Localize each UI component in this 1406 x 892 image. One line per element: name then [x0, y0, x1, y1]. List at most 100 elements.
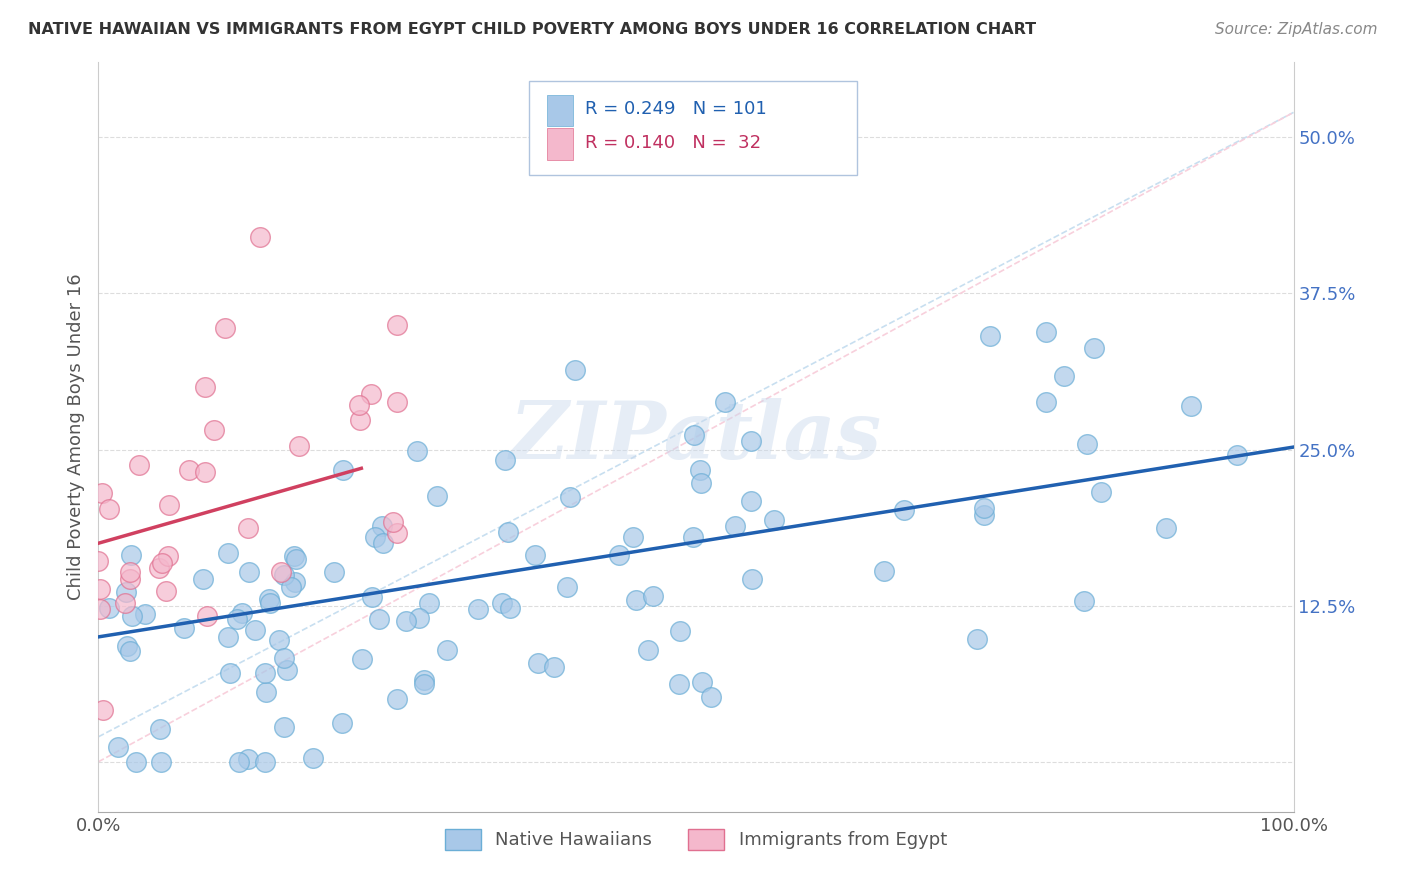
Point	[1226, 448, 1249, 462]
Point	[973, 501, 995, 516]
Point	[236, 521, 259, 535]
Point	[491, 596, 513, 610]
Point	[107, 739, 129, 754]
Point	[1035, 395, 1057, 409]
Point	[371, 519, 394, 533]
Point	[91, 703, 114, 717]
Point	[1090, 484, 1112, 499]
Text: Source: ZipAtlas.com: Source: ZipAtlas.com	[1215, 22, 1378, 37]
Point	[285, 552, 308, 566]
Point	[740, 493, 762, 508]
Point	[385, 318, 409, 332]
Point	[523, 548, 546, 562]
Point	[243, 623, 266, 637]
Point	[225, 612, 247, 626]
FancyBboxPatch shape	[547, 95, 572, 126]
Point	[979, 328, 1001, 343]
Point	[148, 561, 170, 575]
Point	[1180, 399, 1202, 413]
Point	[228, 755, 250, 769]
Y-axis label: Child Poverty Among Boys Under 16: Child Poverty Among Boys Under 16	[66, 274, 84, 600]
Point	[385, 525, 409, 540]
Point	[249, 230, 271, 244]
Point	[273, 568, 295, 582]
FancyBboxPatch shape	[529, 81, 858, 175]
Point	[762, 513, 785, 527]
Point	[413, 673, 436, 687]
Point	[217, 546, 239, 560]
Point	[381, 516, 404, 530]
Point	[385, 395, 409, 409]
Point	[149, 722, 172, 736]
Point	[177, 463, 200, 477]
FancyBboxPatch shape	[547, 128, 572, 160]
Point	[700, 690, 723, 705]
Point	[89, 602, 111, 616]
Point	[350, 652, 373, 666]
Point	[114, 596, 136, 610]
Point	[1083, 342, 1105, 356]
Point	[527, 656, 550, 670]
Point	[214, 320, 236, 334]
Point	[128, 458, 150, 472]
Point	[714, 395, 737, 409]
Point	[91, 485, 114, 500]
Point	[405, 443, 427, 458]
Point	[173, 621, 195, 635]
Point	[364, 530, 387, 544]
Point	[408, 610, 430, 624]
Point	[564, 363, 586, 377]
Point	[323, 565, 346, 579]
Point	[332, 716, 354, 731]
Point	[120, 548, 142, 562]
Point	[641, 589, 664, 603]
Point	[724, 519, 747, 533]
Point	[231, 606, 253, 620]
Point	[332, 463, 354, 477]
Point	[150, 556, 173, 570]
Point	[395, 614, 418, 628]
Point	[202, 423, 225, 437]
Point	[270, 566, 292, 580]
Point	[302, 750, 325, 764]
Point	[436, 643, 458, 657]
Point	[97, 600, 120, 615]
Point	[558, 491, 581, 505]
Point	[555, 580, 578, 594]
Point	[1073, 593, 1095, 607]
Text: R = 0.140   N =  32: R = 0.140 N = 32	[585, 135, 761, 153]
Point	[217, 630, 239, 644]
Text: R = 0.249   N = 101: R = 0.249 N = 101	[585, 100, 766, 118]
Point	[254, 685, 277, 699]
Point	[496, 524, 519, 539]
Point	[690, 675, 713, 690]
Point	[115, 585, 138, 599]
Point	[1076, 437, 1098, 451]
Point	[149, 755, 172, 769]
Text: ZIPatlas: ZIPatlas	[510, 399, 882, 475]
Point	[689, 463, 711, 477]
Point	[276, 663, 298, 677]
Point	[87, 554, 110, 568]
Point	[1154, 521, 1177, 535]
Point	[121, 608, 143, 623]
Point	[387, 691, 409, 706]
Point	[259, 597, 281, 611]
Point	[134, 607, 156, 622]
Point	[498, 601, 520, 615]
Point	[1035, 326, 1057, 340]
Point	[191, 572, 214, 586]
Point	[288, 439, 311, 453]
Point	[418, 596, 440, 610]
Point	[368, 612, 391, 626]
Point	[426, 490, 449, 504]
Point	[120, 644, 142, 658]
Text: NATIVE HAWAIIAN VS IMMIGRANTS FROM EGYPT CHILD POVERTY AMONG BOYS UNDER 16 CORRE: NATIVE HAWAIIAN VS IMMIGRANTS FROM EGYPT…	[28, 22, 1036, 37]
Point	[157, 498, 180, 512]
Point	[624, 592, 647, 607]
Point	[609, 548, 631, 562]
Point	[347, 398, 370, 412]
Point	[284, 574, 307, 589]
Point	[253, 666, 276, 681]
Point	[621, 530, 644, 544]
